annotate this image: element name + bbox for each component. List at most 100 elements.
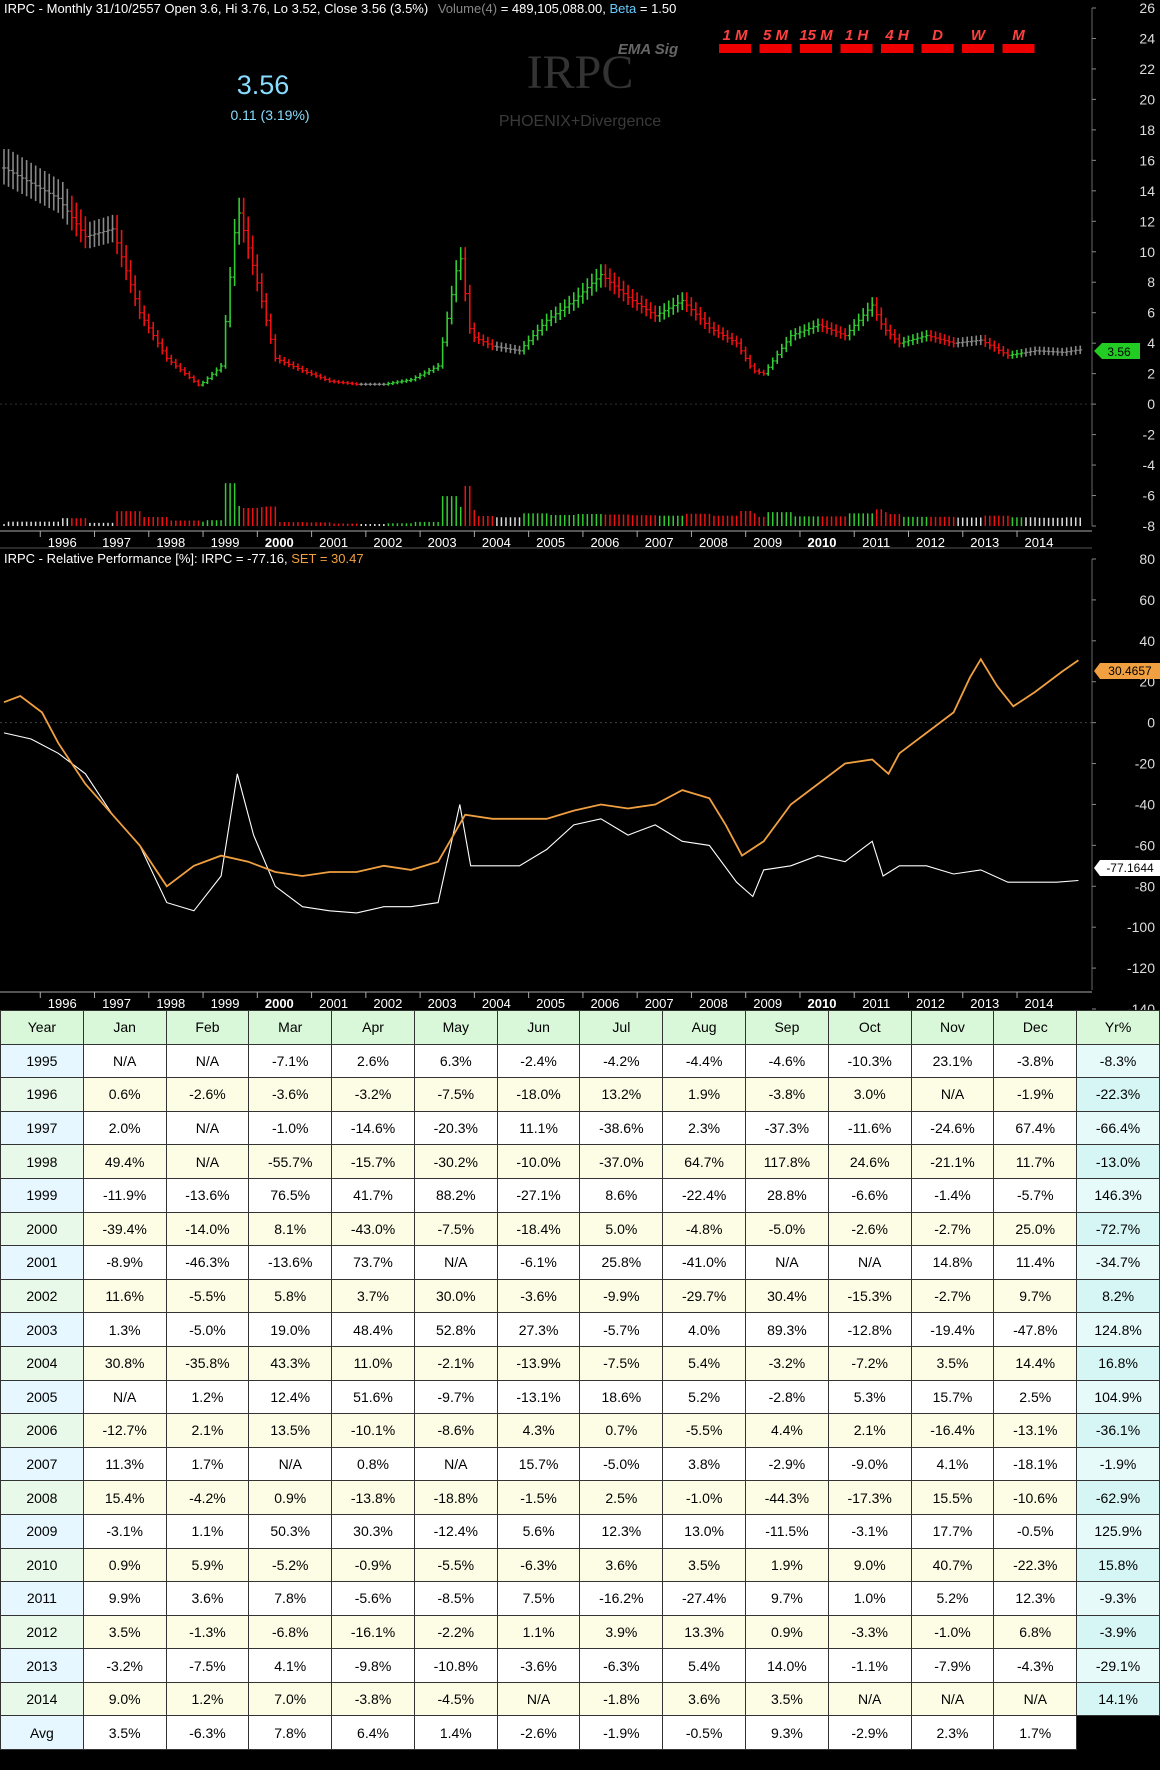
- table-cell: 1.9%: [745, 1547, 829, 1583]
- table-cell: -3.8%: [993, 1043, 1078, 1079]
- beta-label: Beta: [610, 1, 638, 16]
- x-tick-label: 2013: [970, 996, 999, 1010]
- last-price: 3.56: [237, 70, 290, 100]
- table-cell: 3.6%: [662, 1681, 747, 1717]
- table-cell: -2.9%: [827, 1715, 912, 1751]
- symbol-line: IRPC - Monthly 31/10/2557 Open 3.6, Hi 3…: [4, 1, 428, 16]
- timeframe-4h-button[interactable]: 4 H: [881, 27, 913, 53]
- x-tick-label: 2003: [428, 535, 457, 550]
- table-header-cell: Aug: [662, 1010, 747, 1045]
- x-tick-label: 2007: [645, 535, 674, 550]
- table-cell: 73.7%: [331, 1245, 415, 1280]
- table-cell: 2.6%: [331, 1043, 415, 1079]
- timeframe-1h-button[interactable]: 1 H: [840, 27, 873, 53]
- table-cell: N/A: [165, 1043, 250, 1079]
- timeframe-label: 1 M: [722, 27, 748, 44]
- perf-title-set: SET = 30.47: [291, 551, 363, 566]
- timeframe-m-button[interactable]: M: [1002, 27, 1035, 53]
- table-cell: 1.1%: [496, 1614, 581, 1650]
- timeframe-d-button[interactable]: D: [921, 27, 954, 53]
- table-cell: -16.1%: [331, 1614, 415, 1650]
- table-row: 2000 -39.4% -14.0% 8.1% -43.0% -7.5% -18.4% 5.0…: [0, 1211, 1160, 1247]
- x-tick-label: 2009: [753, 996, 782, 1010]
- table-cell: -47.8%: [993, 1312, 1078, 1347]
- table-cell: 2002: [0, 1278, 84, 1314]
- table-cell: -3.6%: [496, 1278, 581, 1314]
- table-cell: -41.0%: [662, 1245, 747, 1280]
- timeframe-label: D: [932, 27, 943, 44]
- table-cell: -9.9%: [579, 1278, 664, 1314]
- table-cell: 0.7%: [579, 1413, 664, 1448]
- table-cell: -27.1%: [496, 1177, 581, 1213]
- table-cell: N/A: [413, 1446, 498, 1482]
- table-cell: -16.2%: [579, 1581, 664, 1616]
- x-tick-label: 2003: [428, 996, 457, 1010]
- table-cell: 3.7%: [331, 1278, 415, 1314]
- table-cell: -12.7%: [82, 1413, 167, 1448]
- table-cell: N/A: [910, 1681, 995, 1717]
- table-cell: 3.6%: [165, 1581, 250, 1616]
- table-cell: -6.8%: [248, 1614, 333, 1650]
- x-tick-label: 2010: [808, 996, 837, 1010]
- volume-value: = 489,105,088.00,: [501, 1, 610, 16]
- timeframe-1m-button[interactable]: 1 M: [719, 27, 751, 53]
- perf-line-irpc: [3, 732, 1079, 914]
- table-cell: -11.5%: [745, 1513, 829, 1549]
- table-cell: -13.1%: [993, 1413, 1078, 1448]
- table-cell: 4.0%: [662, 1312, 747, 1347]
- timeframe-w-button[interactable]: W: [962, 27, 994, 53]
- x-tick-label: 2004: [482, 996, 511, 1010]
- timeframe-selector[interactable]: 1 M 5 M 15 M 1 H 4 H D W M: [719, 27, 1035, 53]
- table-cell: -6.3%: [579, 1648, 664, 1683]
- table-cell: 13.2%: [579, 1077, 664, 1112]
- price-y-tick-label: -4: [1143, 457, 1156, 473]
- table-cell: -5.2%: [248, 1547, 333, 1583]
- table-cell: 3.5%: [662, 1547, 747, 1583]
- x-tick-label: 2000: [265, 535, 294, 550]
- table-cell: -6.3%: [165, 1715, 250, 1751]
- table-cell: 9.0%: [82, 1681, 167, 1717]
- table-cell: 15.4%: [82, 1480, 167, 1515]
- table-cell: -1.9%: [1076, 1446, 1160, 1482]
- table-cell: -12.4%: [413, 1513, 498, 1549]
- table-row: 1997 2.0% N/A -1.0% -14.6% -20.3% 11.1% -38.6% 2…: [0, 1110, 1160, 1146]
- table-row: 1999 -11.9% -13.6% 76.5% 41.7% 88.2% -27.1% 8.6…: [0, 1177, 1160, 1213]
- table-cell: 12.3%: [993, 1581, 1078, 1616]
- table-cell: 0.6%: [82, 1077, 167, 1112]
- price-y-tick-label: 20: [1139, 91, 1155, 107]
- table-cell: -39.4%: [82, 1211, 167, 1247]
- table-cell: -2.7%: [910, 1278, 995, 1314]
- table-cell: -0.5%: [993, 1513, 1078, 1549]
- table-cell: -6.3%: [496, 1547, 581, 1583]
- perf-y-tick-label: 60: [1139, 592, 1155, 608]
- timeframe-5m-button[interactable]: 5 M: [759, 27, 792, 53]
- table-cell: N/A: [745, 1245, 829, 1280]
- table-cell: -3.6%: [248, 1077, 333, 1112]
- table-cell: -7.5%: [413, 1211, 498, 1247]
- table-header-cell: Dec: [993, 1010, 1078, 1045]
- table-cell: 1996: [0, 1077, 84, 1112]
- table-header-cell: Feb: [165, 1010, 250, 1045]
- table-cell: -6.1%: [496, 1245, 581, 1280]
- price-y-tick-label: 26: [1139, 0, 1155, 16]
- table-cell: 17.7%: [910, 1513, 995, 1549]
- table-cell: N/A: [993, 1681, 1078, 1717]
- table-cell: 14.1%: [1076, 1681, 1160, 1717]
- table-cell: 3.5%: [910, 1345, 995, 1381]
- table-cell: N/A: [413, 1245, 498, 1280]
- timeframe-signal-bar: [840, 44, 873, 53]
- table-row: 2003 1.3% -5.0% 19.0% 48.4% 52.8% 27.3% -5.7% 4.…: [0, 1312, 1160, 1347]
- table-cell: 3.9%: [579, 1614, 664, 1650]
- table-cell: 4.1%: [248, 1648, 333, 1683]
- table-cell: -3.8%: [331, 1681, 415, 1717]
- table-cell: N/A: [496, 1681, 581, 1717]
- table-cell: -35.8%: [165, 1345, 250, 1381]
- price-y-tick-label: 22: [1139, 61, 1155, 77]
- price-y-tick-label: 10: [1139, 244, 1155, 260]
- x-axis-price: 1996 1997 1998 1999 2000 2001 2002 2003 2004 2005…: [0, 530, 1092, 550]
- table-cell: 2006: [0, 1413, 84, 1448]
- timeframe-15m-button[interactable]: 15 M: [799, 27, 833, 53]
- table-cell: -9.3%: [1076, 1581, 1160, 1616]
- table-cell: 2.5%: [993, 1379, 1078, 1415]
- perf-y-tick-label: -80: [1135, 878, 1155, 894]
